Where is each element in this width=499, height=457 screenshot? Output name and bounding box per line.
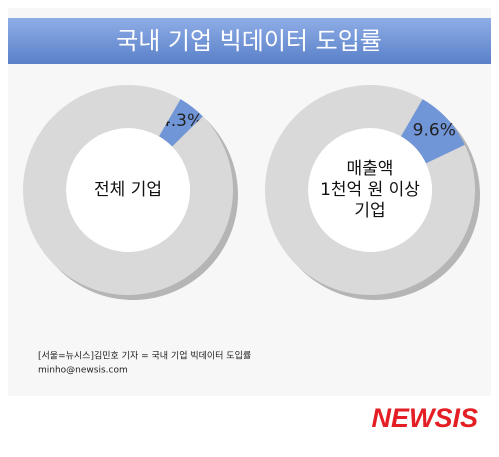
- center-label: 매출액: [347, 159, 394, 179]
- donut-slice: [159, 99, 203, 147]
- donut-slice: [401, 99, 465, 164]
- center-label: 기업: [354, 201, 385, 221]
- email: minho@newsis.com: [38, 366, 128, 376]
- logo: NEWSIS: [371, 403, 478, 433]
- donut-center: [66, 128, 190, 252]
- title-bar: [8, 18, 491, 64]
- donut-center: [308, 128, 432, 252]
- data-label: 9.6%: [413, 121, 456, 141]
- donut-slice: [264, 84, 475, 295]
- center-label: 1천억 원 이상: [320, 180, 420, 200]
- caption: [서울=뉴시스]김민호 기자 = 국내 기업 빅데이터 도입률: [38, 350, 251, 362]
- center-label: 전체 기업: [94, 180, 162, 200]
- donut-slice: [23, 85, 234, 296]
- title: 국내 기업 빅데이터 도입률: [116, 27, 382, 55]
